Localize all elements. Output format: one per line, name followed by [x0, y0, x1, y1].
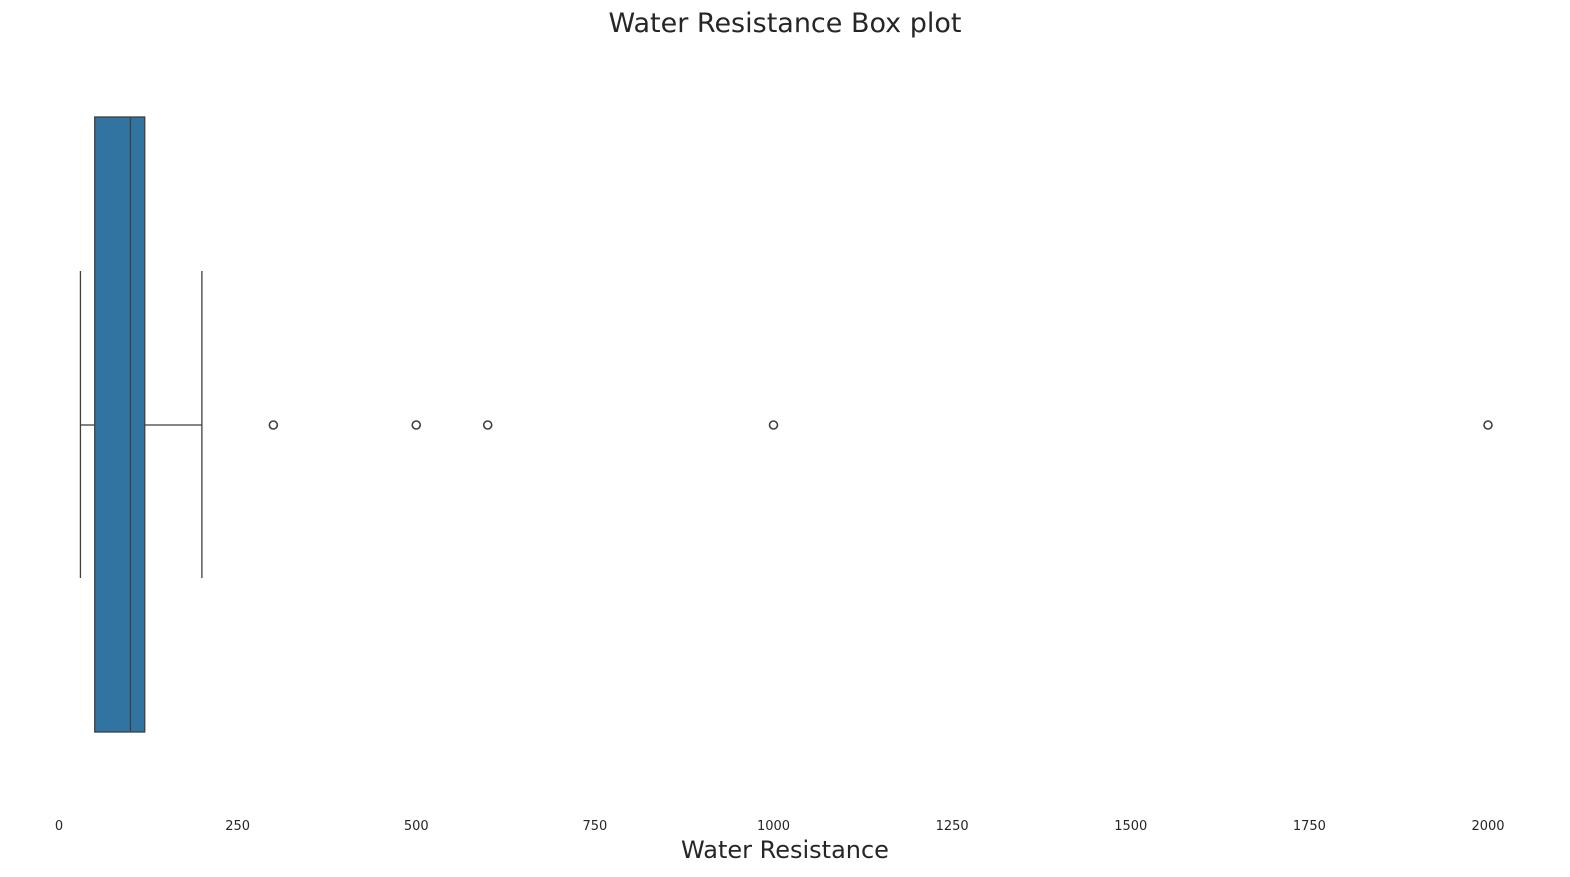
x-tick-label: 1250	[936, 819, 969, 834]
x-tick-label: 750	[582, 819, 607, 834]
outlier-point	[268, 420, 279, 430]
outlier-point	[1483, 420, 1493, 430]
x-tick-label: 1750	[1293, 819, 1326, 834]
x-tick-label: 1500	[1114, 819, 1147, 834]
outlier-point	[411, 420, 422, 430]
x-tick-label: 1000	[757, 819, 790, 834]
iqr-box	[94, 116, 146, 733]
x-tick-label: 0	[55, 819, 63, 834]
chart-title: Water Resistance Box plot	[609, 8, 962, 39]
plot-area	[79, 116, 1493, 733]
outlier-point	[768, 420, 779, 430]
x-tick-label: 2000	[1471, 819, 1504, 834]
x-axis-ticks: 0 250 500 750 1000 1250 1500 1750 2000	[55, 819, 1505, 834]
x-axis-label: Water Resistance	[681, 836, 889, 864]
x-tick-label: 250	[225, 819, 250, 834]
x-tick-label: 500	[404, 819, 429, 834]
outlier-point	[482, 420, 493, 430]
